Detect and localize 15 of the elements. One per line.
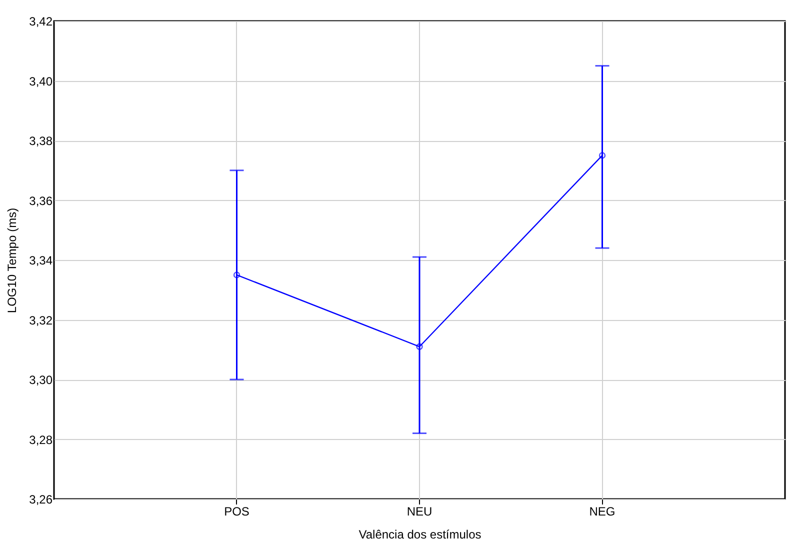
y-tick-label: 3,32 [29, 313, 53, 328]
x-tick-label: POS [224, 504, 250, 518]
y-tick-label: 3,28 [29, 432, 53, 447]
x-tick-label: NEU [406, 504, 432, 518]
x-axis-title: Valência dos estímulos [358, 528, 482, 542]
y-tick-label: 3,38 [29, 134, 53, 148]
y-tick-label: 3,36 [29, 194, 53, 208]
y-tick-label: 3,30 [29, 373, 53, 387]
y-tick-label: 3,40 [29, 74, 53, 88]
y-tick-label: 3,34 [29, 254, 53, 268]
y-axis-title: LOG10 Tempo (ms) [5, 208, 20, 314]
x-tick-label: NEG [589, 504, 616, 518]
y-tick-label: 3,42 [29, 14, 53, 28]
y-tick-label: 3,26 [29, 492, 53, 506]
point [416, 343, 423, 350]
